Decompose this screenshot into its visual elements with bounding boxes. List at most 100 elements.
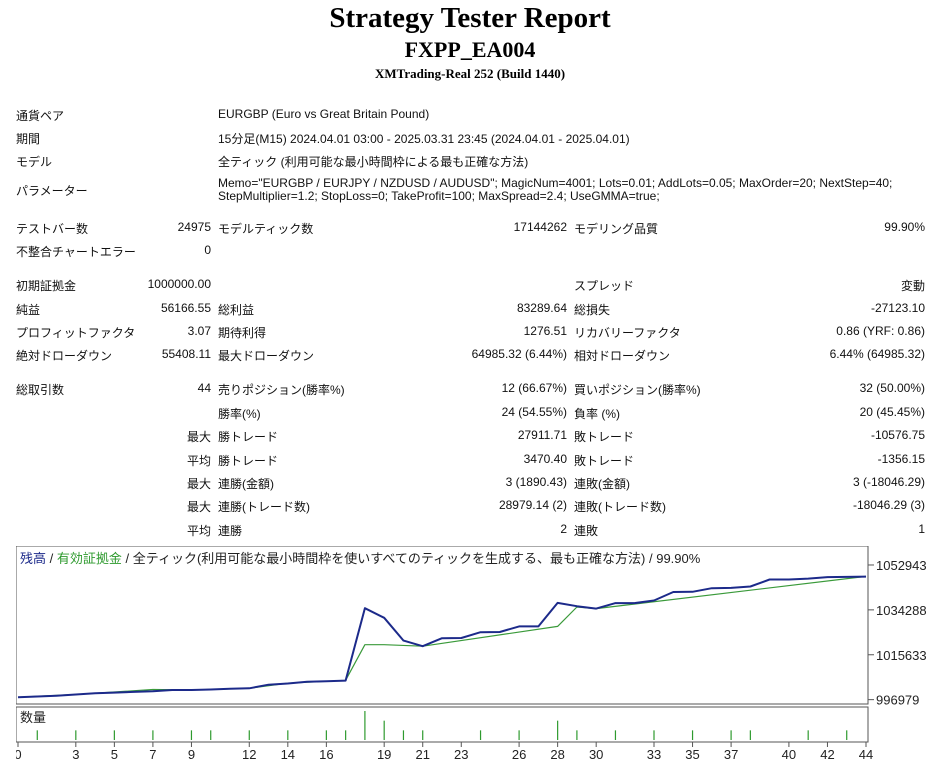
deposit-value: 1000000.00	[147, 277, 211, 291]
win-trade-label: 勝トレード	[218, 430, 279, 444]
payoff-label: 期待利得	[218, 326, 267, 340]
row-errors: 不整合チャートエラー 0	[0, 239, 940, 261]
series-lines	[17, 575, 867, 699]
loss-rate-value: 20 (45.45%)	[859, 405, 925, 419]
balance-chart: 残高 / 有効証拠金 / 全ティック(利用可能な最小時間枠を使いすべてのティック…	[16, 546, 926, 760]
max-prefix-3: 最大	[186, 500, 211, 514]
x-tick-label: 16	[319, 747, 333, 760]
cons-win-count-label: 連勝(トレード数)	[218, 500, 310, 514]
x-tick-label: 23	[454, 747, 468, 760]
params-value: Memo="EURGBP / EURJPY / NZDUSD / AUDUSD"…	[218, 177, 918, 203]
max-win-value: 27911.71	[517, 428, 567, 442]
x-tick-label: 5	[111, 747, 118, 760]
x-tick-label: 40	[782, 747, 796, 760]
report-title: Strategy Tester Report	[329, 2, 611, 34]
x-tick-label: 26	[512, 747, 526, 760]
quality-value: 99.90%	[884, 220, 925, 234]
avg-cons-loss-label: 連敗	[574, 524, 599, 538]
cons-win-count-value: 28979.14 (2)	[498, 498, 567, 512]
row-avg-cons: 平均 連勝 2 連敗 1	[0, 518, 940, 540]
row-bars: テストバー数 24975 モデルティック数 17144262 モデリング品質 9…	[0, 216, 940, 238]
long-value: 32 (50.00%)	[859, 381, 925, 395]
max-prefix: 最大	[186, 430, 211, 444]
spread-value: 変動	[900, 279, 925, 293]
x-tick-label: 33	[647, 747, 661, 760]
row-profit-factor: プロフィットファクタ 3.07 期待利得 1276.51 リカバリーファクタ 0…	[0, 320, 940, 342]
loss-trade-label: 敗トレード	[574, 430, 635, 444]
volume-frame	[16, 706, 869, 743]
ticks-label: モデルティック数	[218, 222, 314, 236]
params-line-1: Memo="EURGBP / EURJPY / NZDUSD / AUDUSD"…	[218, 176, 893, 190]
legend-sep-2: /	[122, 551, 133, 566]
rel-dd-label: 相対ドローダウン	[574, 349, 671, 363]
y-tick-label: 1052943	[876, 558, 926, 573]
params-label: パラメーター	[16, 184, 88, 198]
row-cons-count: 最大 連勝(トレード数) 28979.14 (2) 連敗(トレード数) -180…	[0, 494, 940, 516]
x-tick-label: 30	[589, 747, 603, 760]
bars-value: 24975	[177, 220, 211, 234]
legend-equity: 有効証拠金	[57, 551, 122, 566]
plot-frame	[16, 546, 869, 705]
legend-balance: 残高	[20, 551, 46, 566]
model-label: モデル	[16, 155, 53, 169]
rf-label: リカバリーファクタ	[574, 326, 681, 340]
gross-profit-value: 83289.64	[516, 301, 567, 315]
rel-dd-value: 6.44% (64985.32)	[829, 347, 925, 361]
x-tick-label: 0	[16, 747, 22, 760]
gross-loss-value: -27123.10	[870, 301, 925, 315]
avg-prefix: 平均	[186, 454, 211, 468]
period-value: 15分足(M15) 2024.04.01 03:00 - 2025.03.31 …	[218, 132, 630, 146]
symbol-value: EURGBP (Euro vs Great Britain Pound)	[218, 107, 430, 121]
quality-label: モデリング品質	[574, 222, 659, 236]
y-tick-label: 996979	[876, 693, 919, 708]
avg-cons-loss-value: 1	[918, 522, 925, 536]
loss-rate-label: 負率 (%)	[574, 407, 620, 421]
win-rate-value: 24 (54.55%)	[501, 405, 567, 419]
y-axis: 1052943 1034288 1015633 996979	[868, 558, 926, 708]
long-label: 買いポジション(勝率%)	[574, 383, 701, 397]
row-avg-trade: 平均 勝トレード 3470.40 敗トレード -1356.15	[0, 448, 940, 470]
x-tick-label: 19	[377, 747, 391, 760]
gross-profit-label: 総利益	[218, 303, 255, 317]
row-period: 期間 15分足(M15) 2024.04.01 03:00 - 2025.03.…	[0, 126, 940, 148]
deposit-label: 初期証拠金	[16, 279, 77, 293]
row-net: 純益 56166.55 総利益 83289.64 総損失 -27123.10	[0, 297, 940, 319]
params-line-2: StepMultiplier=1.2; StopLoss=0; TakeProf…	[218, 189, 660, 203]
period-label: 期間	[16, 132, 41, 146]
spread-label: スプレッド	[574, 279, 635, 293]
x-tick-label: 14	[281, 747, 295, 760]
abs-dd-label: 絶対ドローダウン	[16, 349, 113, 363]
short-value: 12 (66.67%)	[501, 381, 567, 395]
avg-prefix-2: 平均	[186, 524, 211, 538]
server-build: XMTrading-Real 252 (Build 1440)	[374, 66, 566, 81]
avg-loss-value: -1356.15	[877, 452, 925, 466]
row-max-trade: 最大 勝トレード 27911.71 敗トレード -10576.75	[0, 424, 940, 446]
total-value: 44	[197, 381, 211, 395]
volume-label: 数量	[20, 710, 46, 725]
win-rate-label: 勝率(%)	[218, 407, 261, 421]
bars-label: テストバー数	[16, 222, 89, 236]
row-drawdown: 絶対ドローダウン 55408.11 最大ドローダウン 64985.32 (6.4…	[0, 343, 940, 365]
row-win-rate: 勝率(%) 24 (54.55%) 負率 (%) 20 (45.45%)	[0, 401, 940, 423]
x-tick-label: 42	[820, 747, 834, 760]
cons-loss-count-value: -18046.29 (3)	[852, 498, 925, 512]
avg-win-value: 3470.40	[523, 452, 567, 466]
cons-loss-amount-value: 3 (-18046.29)	[852, 475, 925, 489]
avg-win-trade-label: 勝トレード	[218, 454, 279, 468]
pf-label: プロフィットファクタ	[16, 326, 136, 340]
max-dd-value: 64985.32 (6.44%)	[471, 347, 567, 361]
balance-line	[17, 575, 867, 699]
errors-label: 不整合チャートエラー	[16, 245, 136, 259]
x-tick-label: 35	[685, 747, 699, 760]
net-value: 56166.55	[160, 301, 211, 315]
row-deposit: 初期証拠金 1000000.00 スプレッド 変動	[0, 273, 940, 295]
x-tick-label: 9	[188, 747, 195, 760]
x-tick-label: 28	[550, 747, 564, 760]
row-model: モデル 全ティック (利用可能な最小時間枠による最も正確な方法)	[0, 149, 940, 171]
gross-loss-label: 総損失	[574, 303, 611, 317]
model-value: 全ティック (利用可能な最小時間枠による最も正確な方法)	[218, 155, 529, 169]
x-tick-label: 12	[242, 747, 256, 760]
volume-bars	[36, 711, 848, 740]
y-tick-label: 1034288	[876, 603, 926, 618]
max-prefix-2: 最大	[186, 477, 211, 491]
